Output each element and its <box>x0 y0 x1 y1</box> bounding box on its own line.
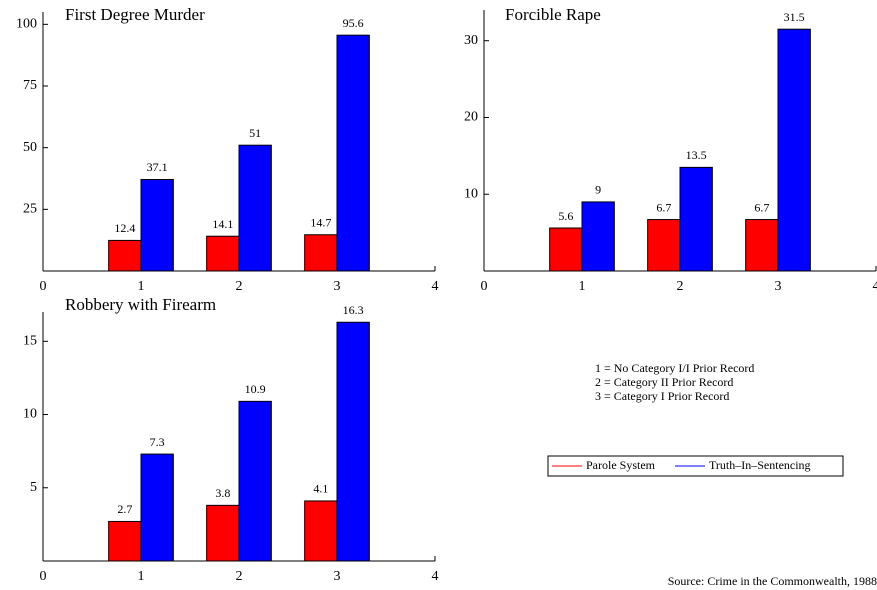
x-tick-label: 2 <box>236 569 243 584</box>
bar <box>745 219 779 272</box>
value-label: 5.6 <box>558 209 573 223</box>
bar <box>238 400 272 562</box>
x-tick-label: 2 <box>677 279 684 294</box>
chart-title: Forcible Rape <box>505 5 601 24</box>
x-tick-label: 3 <box>334 569 341 584</box>
value-label: 6.7 <box>754 200 769 214</box>
x-tick-label: 2 <box>236 279 243 294</box>
x-tick-label: 3 <box>775 279 782 294</box>
note: 3 = Category I Prior Record <box>595 389 729 403</box>
x-tick-label: 4 <box>432 279 439 294</box>
note: 2 = Category II Prior Record <box>595 375 733 389</box>
y-tick-label: 30 <box>464 33 478 48</box>
y-tick-label: 50 <box>23 140 37 155</box>
bar <box>108 520 142 562</box>
value-label: 14.7 <box>310 215 331 229</box>
value-label: 51 <box>249 126 261 140</box>
value-label: 16.3 <box>343 303 364 317</box>
chart-title: First Degree Murder <box>65 5 205 24</box>
chart-title: Robbery with Firearm <box>65 295 216 314</box>
bar <box>336 321 370 562</box>
x-tick-label: 0 <box>481 279 488 294</box>
legend-label: Parole System <box>586 458 656 472</box>
x-tick-label: 1 <box>138 279 145 294</box>
x-tick-label: 3 <box>334 279 341 294</box>
bar <box>206 504 240 562</box>
bar <box>581 201 615 272</box>
bar <box>206 235 240 272</box>
value-label: 12.4 <box>114 221 135 235</box>
x-tick-label: 0 <box>40 569 47 584</box>
note: 1 = No Category I/I Prior Record <box>595 361 754 375</box>
legend-box <box>547 455 844 477</box>
value-label: 9 <box>595 183 601 197</box>
value-label: 7.3 <box>150 435 165 449</box>
bar <box>140 453 174 562</box>
x-tick-label: 1 <box>138 569 145 584</box>
y-tick-label: 10 <box>464 186 478 201</box>
bar <box>679 166 713 272</box>
x-tick-label: 1 <box>579 279 586 294</box>
x-tick-label: 4 <box>432 569 439 584</box>
value-label: 2.7 <box>117 502 132 516</box>
bar <box>777 28 811 272</box>
bar <box>304 234 338 272</box>
bar <box>647 219 681 272</box>
value-label: 6.7 <box>656 200 671 214</box>
y-tick-label: 75 <box>23 78 37 93</box>
source: Source: Crime in the Commonwealth, 1988 <box>668 574 877 588</box>
value-label: 14.1 <box>212 217 233 231</box>
bar <box>238 144 272 272</box>
legend-label: Truth–In–Sentencing <box>709 458 811 472</box>
y-tick-label: 15 <box>23 334 37 349</box>
value-label: 4.1 <box>313 482 328 496</box>
y-tick-label: 100 <box>16 17 37 32</box>
bar <box>108 239 142 272</box>
x-tick-label: 4 <box>873 279 877 294</box>
y-tick-label: 20 <box>464 110 478 125</box>
bar <box>549 227 583 272</box>
y-tick-label: 5 <box>30 480 37 495</box>
value-label: 31.5 <box>784 10 805 24</box>
value-label: 3.8 <box>215 486 230 500</box>
bar <box>336 34 370 272</box>
y-tick-label: 10 <box>23 407 37 422</box>
x-tick-label: 0 <box>40 279 47 294</box>
value-label: 95.6 <box>343 16 364 30</box>
value-label: 37.1 <box>147 160 168 174</box>
bar <box>304 500 338 562</box>
value-label: 13.5 <box>686 148 707 162</box>
value-label: 10.9 <box>245 382 266 396</box>
y-tick-label: 25 <box>23 202 37 217</box>
bar <box>140 178 174 272</box>
